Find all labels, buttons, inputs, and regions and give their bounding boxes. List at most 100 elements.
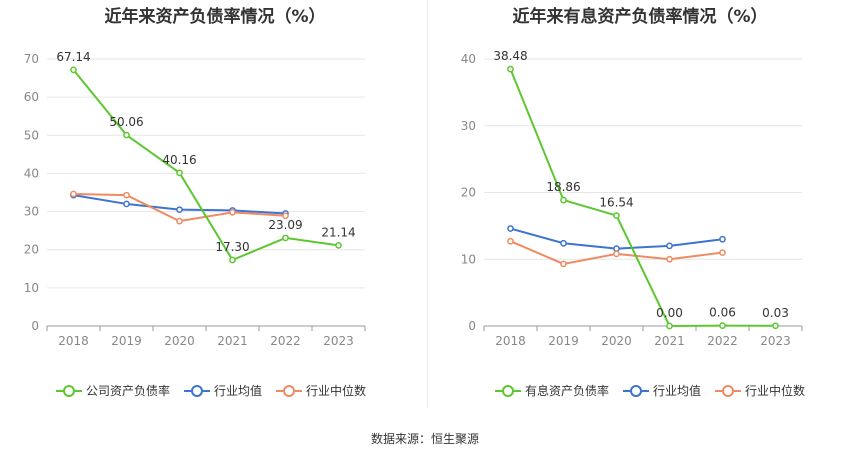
data-label: 17.30 (215, 240, 249, 254)
y-tick-label: 40 (461, 52, 476, 66)
x-tick-label: 2021 (217, 334, 248, 348)
data-point (719, 235, 726, 243)
left-chart-title: 近年来资产负债率情况（%） (104, 7, 326, 27)
y-tick-label: 30 (24, 205, 39, 219)
data-label: 23.09 (268, 218, 302, 232)
y-tick-label: 50 (24, 128, 39, 142)
legend-swatch-dot (283, 384, 296, 397)
y-tick-label: 10 (461, 252, 476, 266)
data-point (335, 242, 342, 249)
left-chart-legend: 公司资产负债率 行业均值 行业中位数 (56, 382, 380, 399)
data-point (719, 249, 726, 256)
right-chart: 0 10 20 30 40 2018 2019 2020 2021 2022 2023 38.48 18… (461, 49, 803, 348)
data-point (560, 239, 567, 247)
legend-label: 行业中位数 (745, 384, 806, 398)
data-label: 67.14 (56, 50, 90, 64)
data-point (123, 200, 130, 208)
legend-label: 行业均值 (653, 384, 702, 398)
x-tick-label: 2019 (548, 334, 579, 348)
data-point (560, 196, 567, 204)
legend-item[interactable]: 公司资产负债率 (56, 382, 170, 399)
legend-swatch (623, 384, 650, 398)
data-point (560, 260, 567, 268)
legend-label: 行业均值 (214, 384, 263, 398)
data-label: 50.06 (109, 115, 143, 129)
data-point (719, 322, 726, 329)
x-tick-label: 2022 (707, 334, 738, 348)
y-tick-label: 10 (24, 281, 39, 295)
data-point (176, 169, 183, 177)
legend-swatch-dot (191, 384, 204, 397)
x-tick-label: 2022 (270, 334, 301, 348)
y-tick-label: 70 (24, 52, 39, 66)
data-point (507, 225, 514, 232)
data-point (666, 255, 673, 263)
left-chart: 0 10 20 30 40 50 60 70 2018 2019 2020 2021 2022 2023 6… (24, 50, 366, 348)
data-point (666, 242, 673, 250)
y-tick-label: 40 (24, 166, 39, 180)
series-line (509, 68, 776, 328)
data-point (70, 66, 77, 74)
data-point (282, 212, 289, 220)
data-label: 0.03 (762, 306, 789, 320)
data-point (229, 208, 236, 216)
legend-item[interactable]: 行业中位数 (715, 382, 805, 399)
y-tick-label: 20 (461, 186, 476, 200)
data-label: 0.06 (709, 306, 736, 320)
legend-swatch-dot (630, 384, 643, 397)
right-chart-title: 近年来有息资产负债率情况（%） (512, 7, 768, 27)
legend-item[interactable]: 行业均值 (184, 382, 262, 399)
data-point (666, 322, 673, 330)
y-tick-label: 0 (31, 319, 39, 333)
legend-item[interactable]: 有息资产负债率 (495, 382, 609, 399)
y-tick-label: 0 (468, 319, 476, 333)
legend-item[interactable]: 行业中位数 (276, 382, 366, 399)
legend-swatch-dot (63, 384, 75, 397)
legend-swatch (495, 384, 521, 398)
x-tick-label: 2019 (111, 334, 142, 348)
data-point (507, 65, 514, 73)
legend-swatch (56, 384, 82, 398)
data-point (176, 217, 183, 225)
data-source-note: 数据来源：恒生聚源 (370, 432, 479, 446)
data-point (613, 212, 620, 219)
legend-swatch (715, 384, 742, 398)
panel-divider (427, 0, 428, 408)
data-label: 40.16 (162, 153, 196, 167)
data-label: 16.54 (599, 196, 633, 210)
x-tick-label: 2020 (164, 334, 195, 348)
data-label: 0.00 (656, 306, 683, 320)
data-point (282, 234, 289, 242)
x-tick-label: 2023 (760, 334, 791, 348)
y-tick-label: 30 (461, 119, 476, 133)
data-point (772, 322, 779, 330)
data-label: 38.48 (493, 49, 527, 63)
data-point (123, 131, 130, 139)
data-point (123, 191, 130, 199)
data-point (176, 206, 183, 214)
legend-label: 有息资产负债率 (525, 384, 610, 398)
legend-swatch (184, 384, 211, 398)
series-line (72, 69, 339, 262)
legend-swatch-dot (722, 384, 735, 397)
y-tick-label: 60 (24, 90, 39, 104)
legend-label: 公司资产负债率 (86, 384, 171, 398)
x-tick-label: 2018 (58, 334, 89, 348)
data-point (613, 245, 620, 252)
data-label: 21.14 (321, 225, 355, 239)
right-chart-legend: 有息资产负债率 行业均值 行业中位数 (495, 382, 819, 399)
x-tick-label: 2023 (323, 334, 354, 348)
x-tick-label: 2018 (495, 334, 526, 348)
legend-swatch-dot (502, 384, 514, 397)
legend-swatch (276, 384, 303, 398)
data-point (613, 250, 620, 258)
legend-item[interactable]: 行业均值 (623, 382, 701, 399)
x-tick-label: 2020 (601, 334, 632, 348)
data-point (507, 237, 514, 245)
data-point (229, 256, 236, 264)
data-point (70, 190, 77, 198)
y-tick-label: 20 (24, 243, 39, 257)
data-label: 18.86 (546, 180, 580, 194)
x-tick-label: 2021 (654, 334, 685, 348)
